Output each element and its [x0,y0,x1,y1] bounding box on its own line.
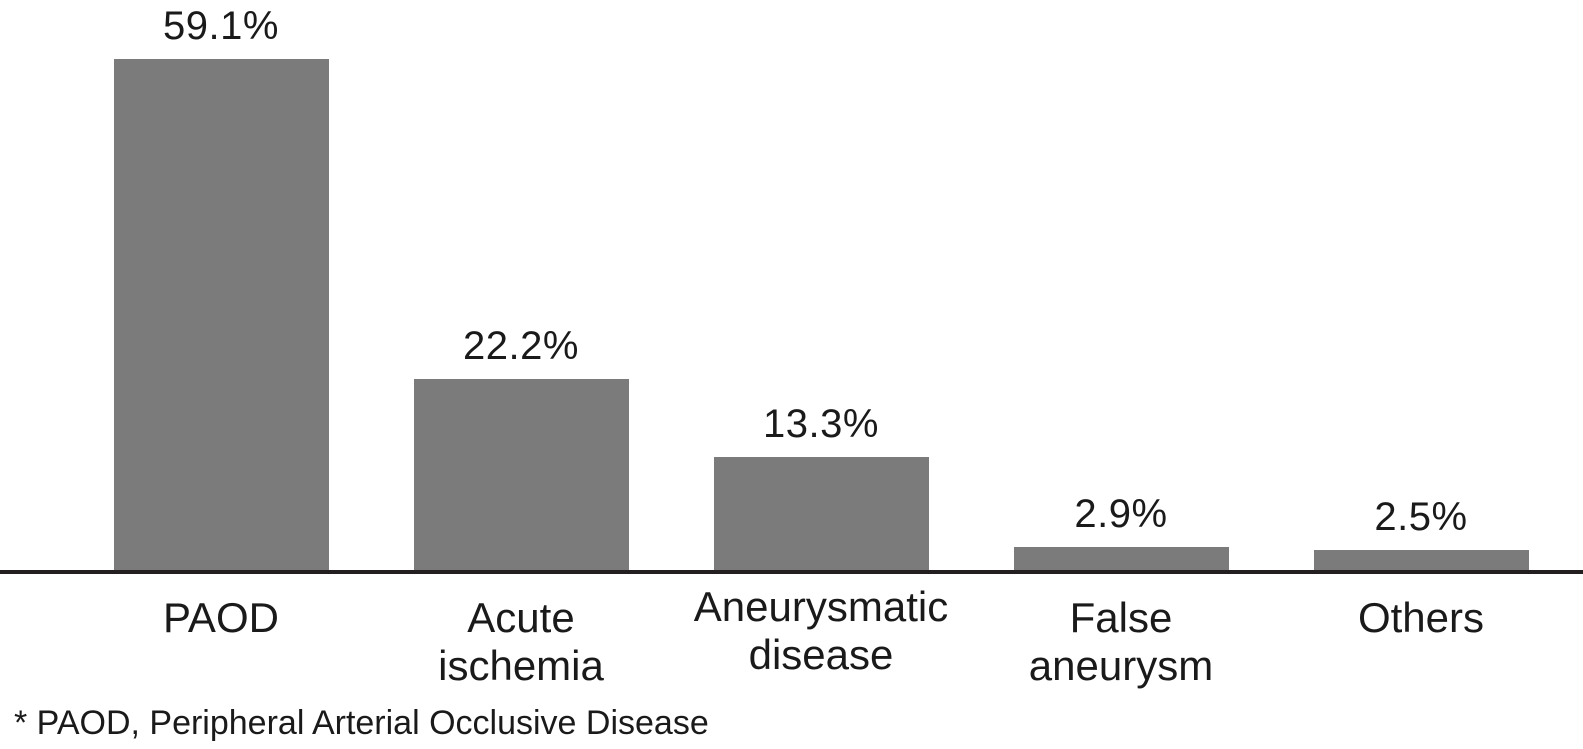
x-axis-category-label: False aneurysm [1028,594,1214,689]
bar [713,457,929,572]
bar-value-label: 2.5% [1374,495,1468,539]
bar-value-label: 59.1% [163,4,279,48]
footnote: * PAOD, Peripheral Arterial Occlusive Di… [14,704,709,742]
x-axis-category-label: Acute ischemia [438,594,604,689]
x-axis-category-label: PAOD [163,594,279,641]
x-axis-line [0,570,1583,574]
bar-value-label: 22.2% [463,324,579,368]
bar-value-label: 2.9% [1074,492,1168,536]
x-axis-category-label: Others [1357,594,1485,641]
bar [1313,550,1529,572]
bar-value-label: 13.3% [763,402,879,446]
x-axis-category-label: Aneurysmatic disease [693,583,949,678]
bar [413,379,629,572]
bar [113,59,329,572]
bar [1013,547,1229,572]
